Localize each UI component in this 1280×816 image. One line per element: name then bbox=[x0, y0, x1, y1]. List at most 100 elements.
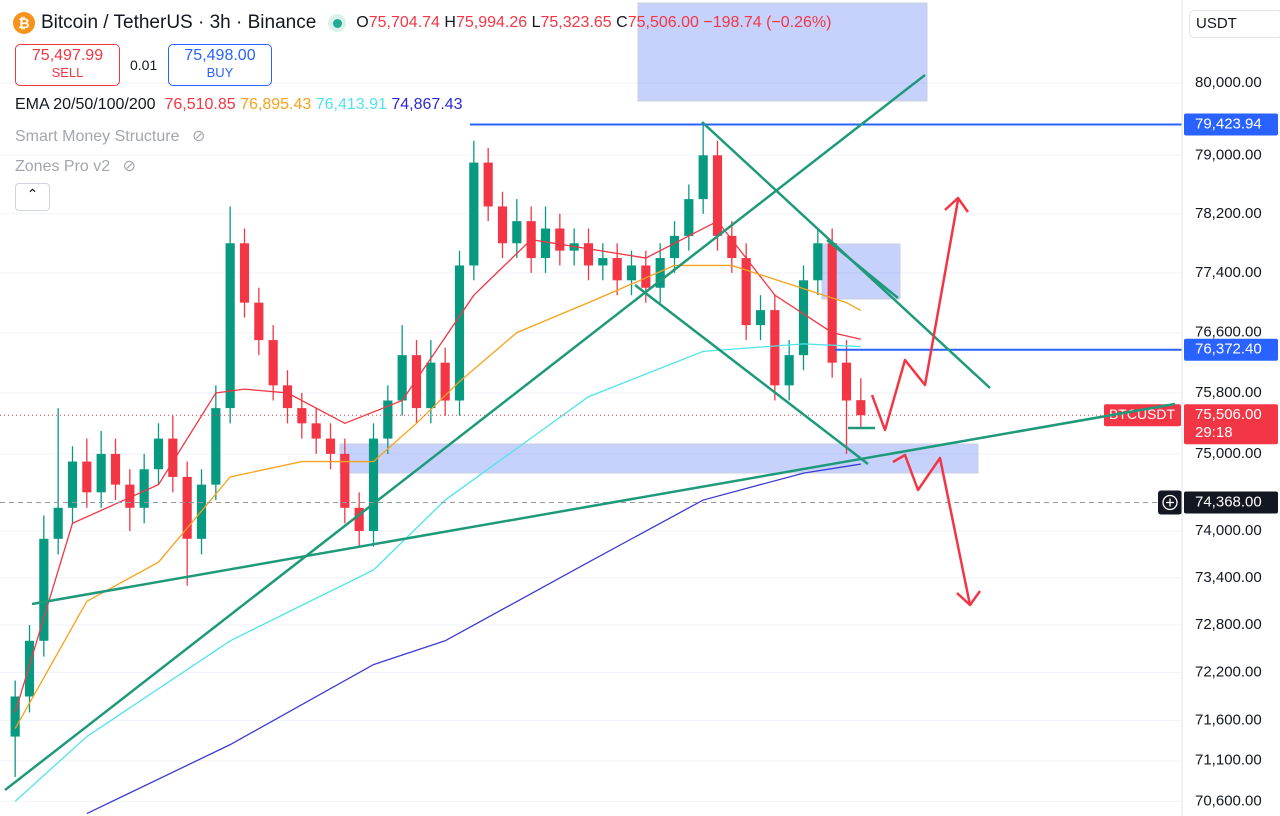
candle-body bbox=[454, 265, 465, 401]
y-tick-label: 72,800.00 bbox=[1195, 616, 1262, 633]
price-label: 76,372.40 bbox=[1195, 341, 1262, 358]
arrow-head bbox=[944, 196, 970, 213]
buy-price: 75,498.00 bbox=[184, 47, 256, 64]
price-label-box bbox=[1184, 113, 1278, 136]
zone bbox=[339, 443, 979, 474]
candle-body bbox=[669, 235, 680, 259]
up-arrow bbox=[870, 199, 960, 432]
symbol-label: BTCUSDT bbox=[1109, 406, 1176, 422]
c-label: C bbox=[616, 14, 628, 31]
candle-body bbox=[125, 484, 135, 508]
candle-body bbox=[168, 438, 178, 477]
candle-body bbox=[798, 280, 809, 356]
header: ₿ Bitcoin / TetherUS · 3h · Binance O75,… bbox=[13, 12, 831, 34]
indicator-name: Zones Pro v2 bbox=[15, 158, 111, 175]
candle-body bbox=[469, 162, 479, 266]
symbol-title: Bitcoin / TetherUS · 3h · Binance bbox=[41, 12, 317, 33]
ema-value: 76,895.43 bbox=[240, 96, 312, 113]
high: 75,994.26 bbox=[455, 14, 528, 31]
candle-body bbox=[10, 696, 20, 737]
candle-body bbox=[153, 438, 164, 470]
candle-body bbox=[397, 355, 407, 401]
candle-body bbox=[612, 258, 622, 281]
candle-body bbox=[268, 340, 278, 386]
y-tick-label: 72,200.00 bbox=[1195, 664, 1262, 681]
candle-body bbox=[139, 469, 149, 508]
candle-body bbox=[239, 243, 250, 303]
status-dot bbox=[328, 14, 347, 32]
y-tick-label: 75,000.00 bbox=[1195, 445, 1262, 462]
countdown: 29:18 bbox=[1195, 424, 1233, 441]
indicator-hidden[interactable]: Smart Money Structure ⊘ bbox=[15, 128, 206, 145]
candle-body bbox=[67, 461, 78, 508]
candle-body bbox=[182, 476, 192, 539]
collapse-button[interactable]: ⌃ bbox=[15, 183, 50, 211]
arrow-head bbox=[956, 590, 982, 607]
candle-body bbox=[82, 461, 92, 493]
l-label: L bbox=[531, 14, 541, 31]
close: 75,506.00 bbox=[627, 14, 699, 31]
candle-body bbox=[354, 507, 364, 532]
candle-body bbox=[39, 538, 49, 641]
candle-body bbox=[311, 423, 321, 439]
last-price-label: 75,506.00 bbox=[1195, 406, 1262, 423]
sell-label: SELL bbox=[51, 65, 84, 80]
buy-button[interactable]: 75,498.00 BUY bbox=[168, 44, 272, 86]
candle-body bbox=[211, 408, 221, 485]
ema-line bbox=[14, 264, 862, 729]
candle-body bbox=[297, 408, 307, 424]
candle-body bbox=[96, 453, 106, 493]
open: 75,704.74 bbox=[368, 14, 440, 31]
currency-select[interactable]: USDT bbox=[1189, 10, 1280, 38]
sell-price: 75,497.99 bbox=[31, 47, 104, 64]
trend-line bbox=[826, 239, 899, 299]
indicator-hidden[interactable]: Zones Pro v2 ⊘ bbox=[15, 158, 137, 175]
zone bbox=[637, 2, 928, 102]
candle-body bbox=[53, 507, 63, 539]
low: 75,323.65 bbox=[540, 14, 612, 31]
candle-body bbox=[741, 258, 751, 326]
candle-body bbox=[440, 362, 450, 401]
y-tick-label: 80,000.00 bbox=[1195, 74, 1262, 91]
ema-name: EMA 20/50/100/200 bbox=[15, 96, 156, 113]
candle-body bbox=[411, 355, 422, 409]
candle-body bbox=[497, 206, 508, 244]
candle-body bbox=[841, 362, 852, 401]
crosshair-plus bbox=[1162, 494, 1178, 511]
indicator-name: Smart Money Structure bbox=[15, 128, 180, 145]
candle-body bbox=[24, 640, 35, 697]
change: −198.74 (−0.26%) bbox=[703, 14, 832, 31]
candle-body bbox=[784, 355, 794, 386]
buy-label: BUY bbox=[206, 65, 234, 80]
candle-body bbox=[712, 155, 723, 236]
quantity: 0.01 bbox=[130, 57, 158, 73]
y-tick-label: 70,600.00 bbox=[1195, 792, 1262, 809]
price-label-box bbox=[1184, 338, 1278, 361]
candle-body bbox=[383, 400, 393, 439]
price-label: 79,423.94 bbox=[1195, 116, 1262, 133]
y-tick-label: 79,000.00 bbox=[1195, 146, 1262, 163]
candle-body bbox=[856, 400, 866, 416]
drawings bbox=[339, 2, 979, 474]
candle-body bbox=[727, 235, 737, 259]
ema-value: 74,867.43 bbox=[391, 96, 463, 113]
y-tick-label: 77,400.00 bbox=[1195, 264, 1262, 281]
ema-legend: EMA 20/50/100/200 76,510.85 76,895.43 76… bbox=[15, 96, 463, 114]
candle-body bbox=[555, 228, 565, 251]
candle-body bbox=[684, 199, 694, 236]
candle-body bbox=[368, 438, 379, 532]
o-label: O bbox=[356, 14, 369, 31]
candle-body bbox=[583, 243, 594, 266]
candle-body bbox=[655, 258, 665, 288]
candle-body bbox=[626, 265, 637, 281]
last-price-box bbox=[1184, 404, 1278, 445]
candle-body bbox=[254, 302, 264, 341]
sell-button[interactable]: 75,497.99 SELL bbox=[15, 44, 120, 86]
candle-body bbox=[813, 243, 823, 281]
y-tick-label: 71,600.00 bbox=[1195, 711, 1262, 728]
candle-body bbox=[225, 243, 235, 409]
ohlc: O75,704.74 H75,994.26 L75,323.65 C75,506… bbox=[356, 14, 831, 32]
y-tick-label: 71,100.00 bbox=[1195, 752, 1262, 769]
